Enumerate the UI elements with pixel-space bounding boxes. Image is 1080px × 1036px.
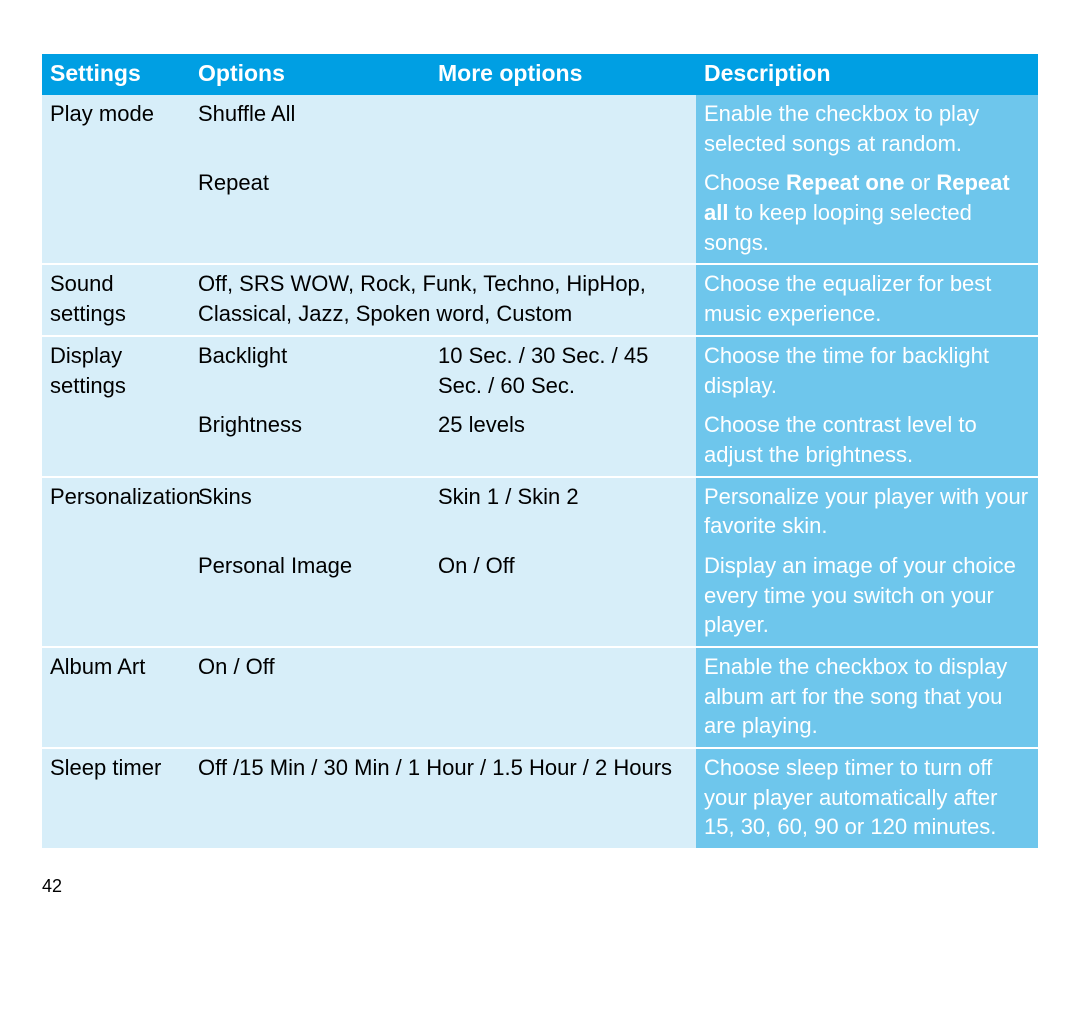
desc-text: to keep looping selected songs. [704, 200, 972, 255]
cell-settings: Album Art [42, 647, 190, 748]
cell-more [430, 95, 696, 164]
cell-desc: Choose Repeat one or Repeat all to keep … [696, 164, 1038, 264]
desc-text: or [905, 170, 937, 195]
cell-settings: Sleep timer [42, 748, 190, 848]
cell-options: Shuffle All [190, 95, 430, 164]
cell-more [430, 647, 696, 748]
cell-settings: Play mode [42, 95, 190, 164]
table-row: Repeat Choose Repeat one or Repeat all t… [42, 164, 1038, 264]
page-number: 42 [0, 848, 1080, 898]
table-row: Sleep timer Off /15 Min / 30 Min / 1 Hou… [42, 748, 1038, 848]
cell-desc: Enable the checkbox to display album art… [696, 647, 1038, 748]
cell-options: Brightness [190, 406, 430, 476]
cell-options: On / Off [190, 647, 430, 748]
col-options: Options [190, 54, 430, 95]
settings-table-page: Settings Options More options Descriptio… [0, 0, 1080, 848]
desc-bold: Repeat one [786, 170, 905, 195]
cell-desc: Choose the contrast level to adjust the … [696, 406, 1038, 476]
col-description: Description [696, 54, 1038, 95]
table-row: Display settings Backlight 10 Sec. / 30 … [42, 336, 1038, 406]
cell-options: Repeat [190, 164, 430, 264]
cell-options: Backlight [190, 336, 430, 406]
cell-settings [42, 547, 190, 647]
cell-options: Skins [190, 477, 430, 547]
table-row: Brightness 25 levels Choose the contrast… [42, 406, 1038, 476]
cell-settings: Sound settings [42, 264, 190, 335]
table-row: Sound settings Off, SRS WOW, Rock, Funk,… [42, 264, 1038, 335]
cell-settings [42, 406, 190, 476]
table-row: Personalization Skins Skin 1 / Skin 2 Pe… [42, 477, 1038, 547]
table-row: Album Art On / Off Enable the checkbox t… [42, 647, 1038, 748]
cell-more: On / Off [430, 547, 696, 647]
table-header-row: Settings Options More options Descriptio… [42, 54, 1038, 95]
table-row: Play mode Shuffle All Enable the checkbo… [42, 95, 1038, 164]
table-row: Personal Image On / Off Display an image… [42, 547, 1038, 647]
col-settings: Settings [42, 54, 190, 95]
cell-desc: Personalize your player with your favori… [696, 477, 1038, 547]
cell-more: 10 Sec. / 30 Sec. / 45 Sec. / 60 Sec. [430, 336, 696, 406]
desc-text: Choose [704, 170, 786, 195]
cell-more [430, 164, 696, 264]
col-more-options: More options [430, 54, 696, 95]
cell-options: Personal Image [190, 547, 430, 647]
cell-desc: Enable the checkbox to play selected son… [696, 95, 1038, 164]
cell-settings: Personalization [42, 477, 190, 547]
cell-options-wide: Off /15 Min / 30 Min / 1 Hour / 1.5 Hour… [190, 748, 696, 848]
cell-options-wide: Off, SRS WOW, Rock, Funk, Techno, HipHop… [190, 264, 696, 335]
cell-more: 25 levels [430, 406, 696, 476]
cell-desc: Display an image of your choice every ti… [696, 547, 1038, 647]
cell-desc: Choose the time for backlight display. [696, 336, 1038, 406]
cell-settings [42, 164, 190, 264]
cell-more: Skin 1 / Skin 2 [430, 477, 696, 547]
settings-table: Settings Options More options Descriptio… [42, 54, 1038, 848]
cell-desc: Choose the equalizer for best music expe… [696, 264, 1038, 335]
cell-desc: Choose sleep timer to turn off your play… [696, 748, 1038, 848]
cell-settings: Display settings [42, 336, 190, 406]
